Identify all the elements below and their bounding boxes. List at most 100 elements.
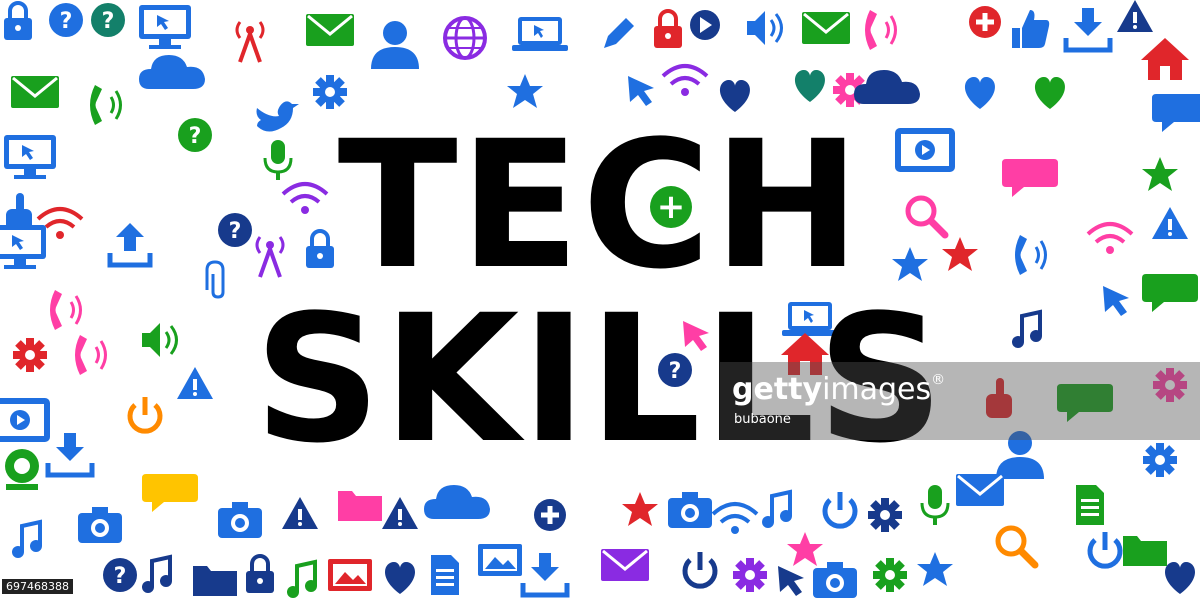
image-icon [328, 559, 372, 591]
headline-skills: SKILLS [254, 277, 946, 482]
mic-icon [263, 140, 293, 180]
tablet-icon [0, 398, 50, 442]
plus-icon [969, 6, 1001, 38]
gear-icon [733, 558, 767, 592]
user-icon [996, 431, 1044, 479]
image-icon [478, 544, 522, 576]
upload-icon [107, 223, 153, 268]
question-icon: ? [218, 213, 252, 247]
heart-icon [965, 77, 995, 109]
star-icon [917, 552, 953, 586]
music-icon [762, 489, 792, 528]
wifi-icon [281, 182, 329, 214]
gear-icon [873, 558, 907, 592]
chat-icon [1057, 384, 1113, 422]
monitor-icon [139, 5, 191, 49]
gear-icon [313, 75, 347, 109]
speaker-icon [142, 323, 178, 357]
wifi-icon [661, 64, 709, 96]
pencil-icon [604, 18, 634, 48]
mic-icon [920, 485, 950, 525]
music-icon [142, 554, 172, 593]
house-icon [781, 333, 829, 375]
mail-icon [306, 14, 354, 46]
image-id-label: 697468388 [2, 579, 73, 594]
monitor-icon [4, 135, 56, 179]
warning-icon [282, 497, 318, 529]
download-icon [45, 433, 95, 478]
warning-icon [382, 497, 418, 529]
chat-icon [1152, 94, 1200, 132]
speaker-icon [747, 11, 783, 45]
folder-icon [193, 566, 237, 596]
document-icon [1076, 485, 1104, 525]
chat-icon [1002, 159, 1058, 197]
star-icon [892, 247, 928, 281]
document-icon [431, 555, 459, 595]
folder-icon [1123, 536, 1167, 566]
phone-icon [75, 335, 107, 375]
lock-icon [306, 229, 334, 268]
download-icon [520, 553, 570, 598]
wifi-icon [1086, 222, 1134, 254]
tablet-icon [895, 128, 955, 172]
star-icon [507, 74, 543, 108]
cursor-icon [683, 321, 709, 351]
globe-icon [443, 16, 487, 60]
phone-icon [865, 10, 897, 50]
plus-icon: + [650, 186, 692, 228]
wifi-icon [711, 502, 759, 534]
warning-icon [177, 367, 213, 399]
camera-icon [813, 562, 857, 598]
gear-icon [1143, 443, 1177, 477]
lock-icon [654, 9, 682, 48]
power-icon [1087, 532, 1123, 569]
watermark: gettyimages® bubaone [720, 362, 1200, 440]
watermark-brand-light: images [822, 372, 932, 407]
question-icon: ? [178, 118, 212, 152]
user-icon [371, 21, 419, 69]
laptop-icon [782, 302, 838, 336]
power-icon [682, 552, 718, 589]
laptop-icon [512, 17, 568, 51]
power-icon [127, 397, 163, 434]
cursor-icon [1103, 286, 1129, 316]
lock-icon [4, 1, 32, 40]
warning-icon [1152, 207, 1188, 239]
svg-text:?: ? [114, 564, 127, 589]
wifi-tower-icon [255, 236, 285, 278]
camera-icon [78, 507, 122, 543]
gear-icon [868, 498, 902, 532]
heart-icon [1035, 77, 1065, 109]
cursor-icon [778, 566, 804, 596]
mail-icon [802, 12, 850, 44]
svg-text:?: ? [669, 359, 682, 384]
camera-icon [218, 502, 262, 538]
svg-text:?: ? [60, 9, 73, 34]
mail-icon [601, 549, 649, 581]
star-icon [1142, 157, 1178, 191]
cursor-icon [628, 76, 654, 106]
star-icon [622, 492, 658, 526]
music-icon [287, 559, 317, 598]
watermark-registered: ® [931, 372, 946, 388]
search-icon [905, 195, 949, 239]
watermark-brand-bold: getty [732, 372, 823, 407]
mail-icon [956, 474, 1004, 506]
gear-icon [1153, 368, 1187, 402]
heart-icon [385, 562, 415, 594]
wifi-tower-icon [235, 21, 265, 63]
camera-icon [668, 492, 712, 528]
gear-icon [13, 338, 47, 372]
hand-icon [986, 378, 1012, 418]
heart-icon [720, 80, 750, 112]
watermark-author: bubaone [734, 412, 791, 427]
star-icon [942, 237, 978, 271]
download-icon [1063, 8, 1113, 53]
folder-icon [338, 491, 382, 521]
play-icon [690, 10, 720, 40]
house-icon [1141, 38, 1189, 80]
music-icon [1012, 309, 1042, 348]
search-icon [995, 525, 1039, 569]
